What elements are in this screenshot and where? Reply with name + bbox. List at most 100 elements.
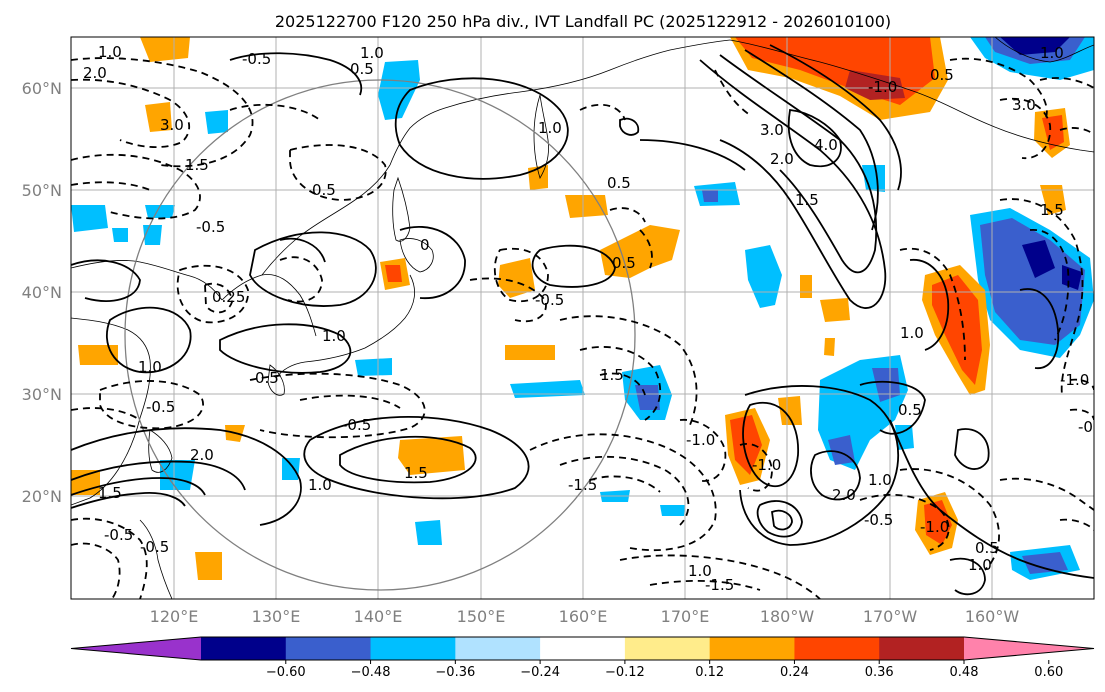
contour-line	[954, 428, 990, 470]
contour-label: 1.0	[322, 327, 346, 345]
contour-label: 1.5	[795, 191, 819, 209]
contour-label: 1.0	[688, 562, 712, 580]
contour-label: -0.5	[140, 538, 169, 556]
shade-patch	[932, 275, 982, 385]
contour-line	[639, 229, 653, 269]
colorbar-tick-label: 0.48	[950, 665, 979, 680]
contour-label: -0.5	[196, 218, 225, 236]
contour-label: -1.0	[686, 431, 715, 449]
contour-line	[469, 277, 547, 323]
colorbar-tick-label: 0.24	[780, 665, 809, 680]
contour-line	[71, 259, 141, 302]
contour-label: -0.5	[864, 511, 893, 529]
contour-line	[909, 259, 950, 351]
contour-line	[1019, 288, 1060, 369]
graticule	[71, 37, 1094, 599]
contour-line	[219, 323, 352, 374]
contour-line	[599, 372, 646, 396]
lat-label: 40°N	[22, 283, 62, 302]
contour-label: 1.5	[1040, 201, 1064, 219]
contour-line	[394, 77, 569, 180]
contour-label: -0.5	[242, 50, 271, 68]
shade-patch	[924, 500, 952, 545]
shade-patch	[112, 228, 128, 242]
colorbar-arrow-low	[71, 637, 201, 660]
coastline-okhotsk	[389, 39, 731, 166]
contour-line	[579, 103, 626, 121]
contour-label: -1.5	[568, 476, 597, 494]
contour-label: 4.0	[814, 136, 838, 154]
contour-line	[999, 477, 1094, 511]
contour-label: 1.5	[600, 366, 624, 384]
lon-axis: 120°E 130°E 140°E 150°E 160°E 170°E 180°…	[150, 607, 1020, 626]
contour-line	[249, 231, 377, 307]
coastline-honshu	[275, 274, 415, 379]
contour-line	[714, 69, 751, 116]
colorbar-swatch	[370, 637, 456, 660]
contour-label: 0.5	[312, 181, 336, 199]
contour-label: 1.0	[138, 358, 162, 376]
contour-label: 0.5	[607, 174, 631, 192]
coastline-luzon	[139, 519, 173, 599]
contour-line	[176, 264, 249, 324]
lat-label: 50°N	[22, 181, 62, 200]
contour-label: 0.5	[612, 254, 636, 272]
contour-label: 2.0	[83, 64, 107, 82]
lon-label: 160°E	[559, 607, 608, 626]
shade-patch	[820, 298, 850, 322]
colorbar-swatch	[624, 637, 711, 660]
contour-label: -0.5	[342, 416, 371, 434]
contour-label: 1.0	[308, 476, 332, 494]
contour-line	[204, 282, 233, 314]
contour-label: 0.5	[898, 401, 922, 419]
contour-line	[229, 103, 321, 121]
contour-line	[899, 468, 1000, 571]
map-panel: 1.0 2.0 0.5 1.0 -0.5 3.0 1.5 0.5 1.0 -0.…	[71, 37, 1105, 599]
shade-patch	[800, 275, 812, 298]
contour-label: 1.0	[1040, 44, 1064, 62]
colorbar: −0.60 −0.48 −0.36 −0.24 −0.12 0.12 0.24 0.36 0.4…	[70, 636, 1095, 680]
contour-line	[559, 315, 698, 426]
shade-patch	[1040, 185, 1066, 215]
contour-label: 1.0	[900, 324, 924, 342]
contour-line	[339, 435, 477, 484]
contour-line	[289, 144, 387, 201]
colorbar-arrow-high	[964, 637, 1094, 660]
shade-patch	[405, 440, 455, 466]
contour-line	[999, 97, 1052, 159]
contour-line	[769, 44, 902, 191]
shade-patch	[498, 258, 535, 298]
colorbar-swatch	[709, 637, 795, 660]
contour-label: -0.5	[104, 526, 133, 544]
shade-patch	[1022, 552, 1068, 574]
shade-patch	[205, 110, 228, 134]
contour-line	[639, 139, 746, 171]
shade-patch	[282, 458, 300, 480]
contour-line	[399, 225, 466, 299]
contour-line	[279, 256, 323, 303]
lon-label: 150°E	[457, 607, 506, 626]
contour-label: -0.5	[1078, 418, 1105, 436]
contour-line	[719, 54, 878, 274]
contour-label: 1.5	[185, 156, 209, 174]
contour-line	[71, 492, 186, 509]
contour-labels: 1.0 2.0 0.5 1.0 -0.5 3.0 1.5 0.5 1.0 -0.…	[83, 43, 1105, 594]
lat-axis: 60°N 50°N 40°N 30°N 20°N	[22, 79, 62, 506]
lon-label: 130°E	[252, 607, 301, 626]
shade-patch	[1062, 265, 1082, 290]
contour-label: 0	[420, 236, 430, 254]
contour-label: 0.5	[255, 369, 279, 387]
contour-line	[105, 306, 192, 374]
contour-line	[71, 57, 254, 168]
shade-patch	[505, 345, 555, 360]
contour-label: 1.0	[538, 119, 562, 137]
coastline-kyushu	[267, 364, 285, 396]
contour-line	[739, 385, 900, 546]
lon-label: 170°E	[661, 607, 710, 626]
lon-label: 160°W	[965, 607, 1020, 626]
shade-patch	[160, 460, 195, 490]
contour-line	[71, 427, 302, 526]
contour-label: -0.5	[146, 398, 175, 416]
contour-label: 3.0	[1012, 96, 1036, 114]
